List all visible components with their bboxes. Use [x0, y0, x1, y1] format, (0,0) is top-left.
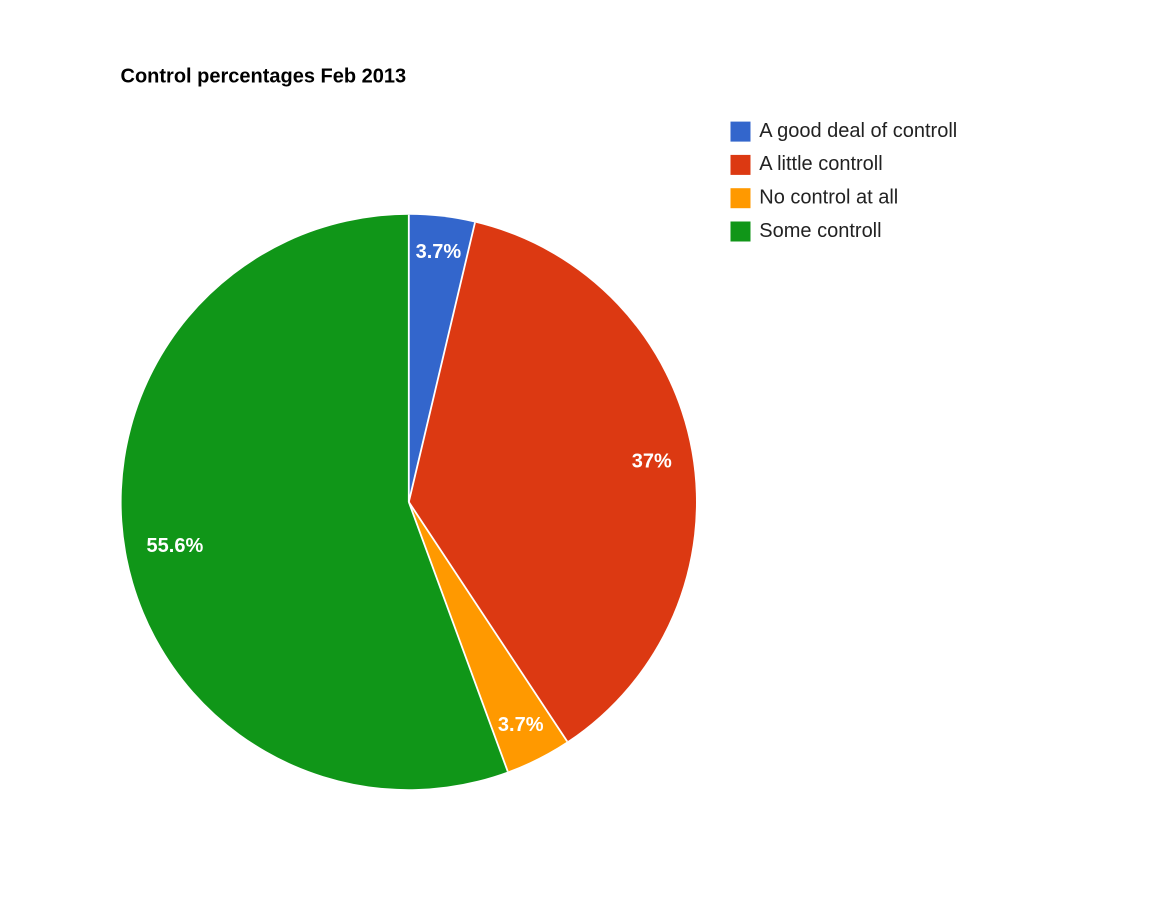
svg-text:3.7%: 3.7% [498, 714, 544, 736]
svg-text:Some controll: Some controll [759, 220, 881, 242]
svg-text:A little controll: A little controll [759, 153, 882, 175]
svg-text:55.6%: 55.6% [147, 535, 204, 557]
svg-text:No control at all: No control at all [759, 187, 898, 209]
svg-text:3.7%: 3.7% [416, 241, 462, 263]
svg-text:A good deal of controll: A good deal of controll [759, 120, 957, 142]
svg-text:37%: 37% [632, 451, 672, 473]
svg-text:Control percentages Feb 2013: Control percentages Feb 2013 [121, 65, 407, 87]
